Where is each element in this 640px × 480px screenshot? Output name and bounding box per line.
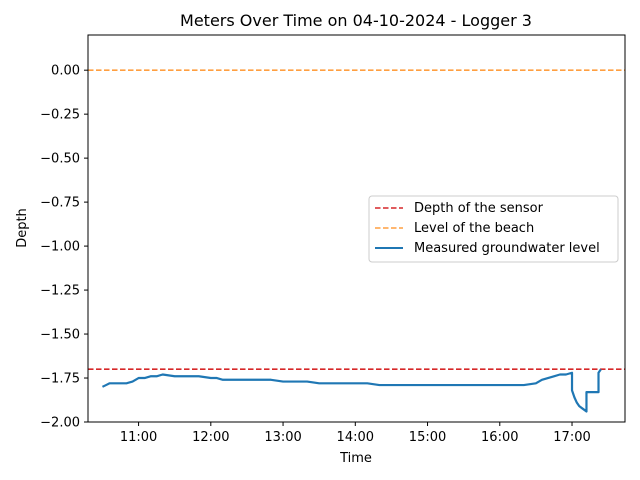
legend-label-groundwater: Measured groundwater level (414, 241, 600, 256)
y-tick-label: −1.00 (40, 240, 80, 255)
y-axis-label: Depth (15, 208, 30, 248)
legend-frame (368, 195, 619, 263)
x-tick-label: 11:00 (120, 430, 157, 445)
series-layer (101, 368, 602, 413)
x-tick-label: 16:00 (481, 430, 518, 445)
reference-lines (88, 69, 625, 371)
legend-label-level-of-beach: Level of the beach (414, 221, 534, 236)
x-tick-label: 13:00 (264, 430, 301, 445)
y-tick-label: −1.75 (40, 372, 80, 387)
x-tick-label: 17:00 (553, 430, 590, 445)
y-axis: 0.00 −0.25 −0.50 −0.75 −1.00 −1.25 −1.50 −1.75 −… (40, 64, 88, 431)
plot-frame (87, 34, 626, 423)
x-axis: 11:00 12:00 13:00 14:00 15:00 16:00 17:00 (120, 422, 591, 445)
y-tick-label: −0.25 (40, 108, 80, 123)
chart-title: Meters Over Time on 04-10-2024 - Logger … (180, 11, 532, 30)
legend-label-depth-of-sensor: Depth of the sensor (414, 201, 544, 216)
legend: Depth of the sensor Level of the beach M… (368, 195, 619, 263)
y-tick-label: −0.50 (40, 152, 80, 167)
x-tick-label: 14:00 (337, 430, 374, 445)
x-tick-label: 12:00 (192, 430, 229, 445)
series-line-groundwater (101, 368, 602, 413)
y-tick-label: −1.25 (40, 284, 80, 299)
y-tick-label: −0.75 (40, 196, 80, 211)
y-tick-label: 0.00 (51, 64, 80, 79)
y-tick-label: −2.00 (40, 416, 80, 431)
x-axis-label: Time (339, 451, 372, 466)
x-tick-label: 15:00 (409, 430, 446, 445)
y-tick-label: −1.50 (40, 328, 80, 343)
